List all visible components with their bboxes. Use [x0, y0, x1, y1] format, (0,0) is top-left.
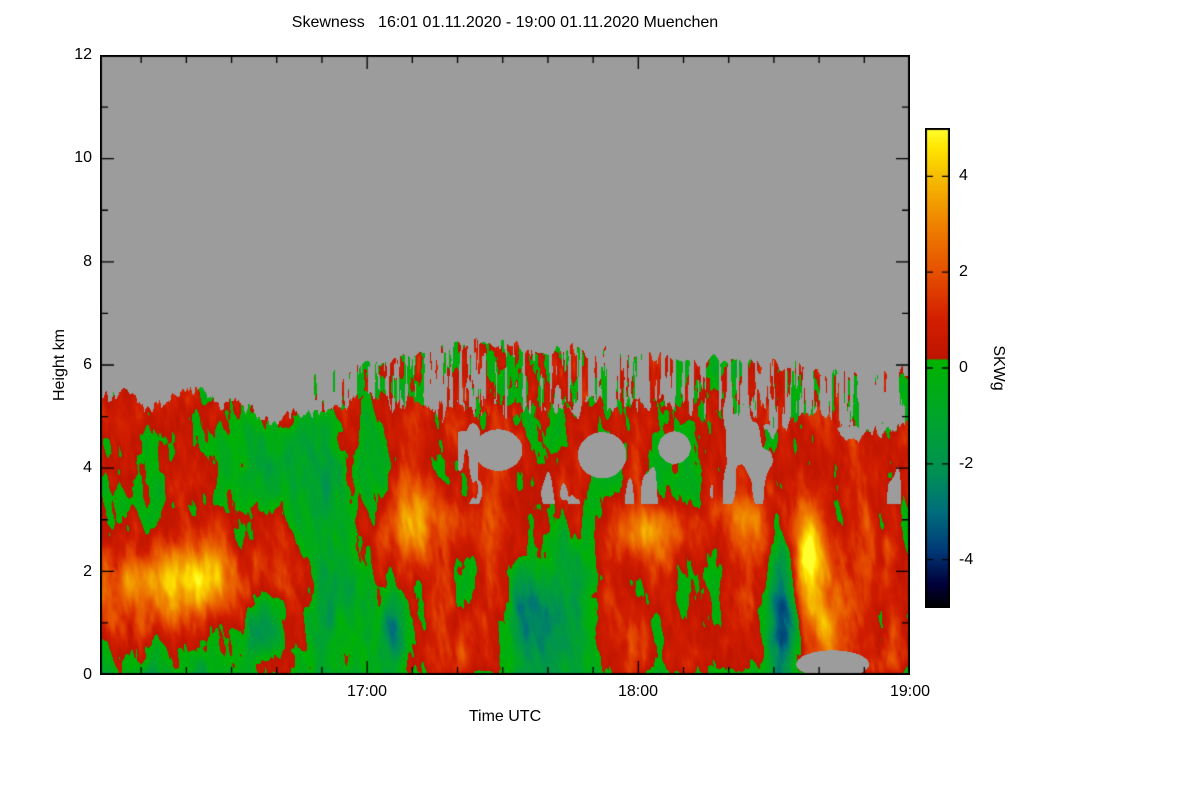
- colorbar-tick-label-m4: -4: [959, 551, 974, 568]
- y-tick-label-0: 0: [83, 666, 92, 683]
- x-tick-label-1700: 17:00: [346, 683, 388, 700]
- skewness-heatmap: [100, 55, 910, 675]
- colorbar: [925, 128, 950, 608]
- colorbar-tick-label-0: 0: [959, 359, 968, 376]
- y-tick-label-8: 8: [83, 253, 92, 270]
- chart-title: Skewness 16:01 01.11.2020 - 19:00 01.11.…: [291, 14, 719, 31]
- colorbar-tick-label-4: 4: [959, 167, 968, 184]
- y-axis-label: Height km: [51, 328, 68, 402]
- y-tick-label-12: 12: [74, 46, 92, 63]
- colorbar-title: SKWg: [990, 345, 1007, 391]
- colorbar-tick-label-2: 2: [959, 263, 968, 280]
- y-tick-label-6: 6: [83, 356, 92, 373]
- colorbar-tick-label-m2: -2: [959, 455, 974, 472]
- x-axis-label: Time UTC: [468, 708, 542, 725]
- y-tick-label-2: 2: [83, 563, 92, 580]
- x-tick-label-1900: 19:00: [889, 683, 931, 700]
- y-tick-label-4: 4: [83, 459, 92, 476]
- y-tick-label-10: 10: [74, 149, 92, 166]
- x-tick-label-1800: 18:00: [617, 683, 659, 700]
